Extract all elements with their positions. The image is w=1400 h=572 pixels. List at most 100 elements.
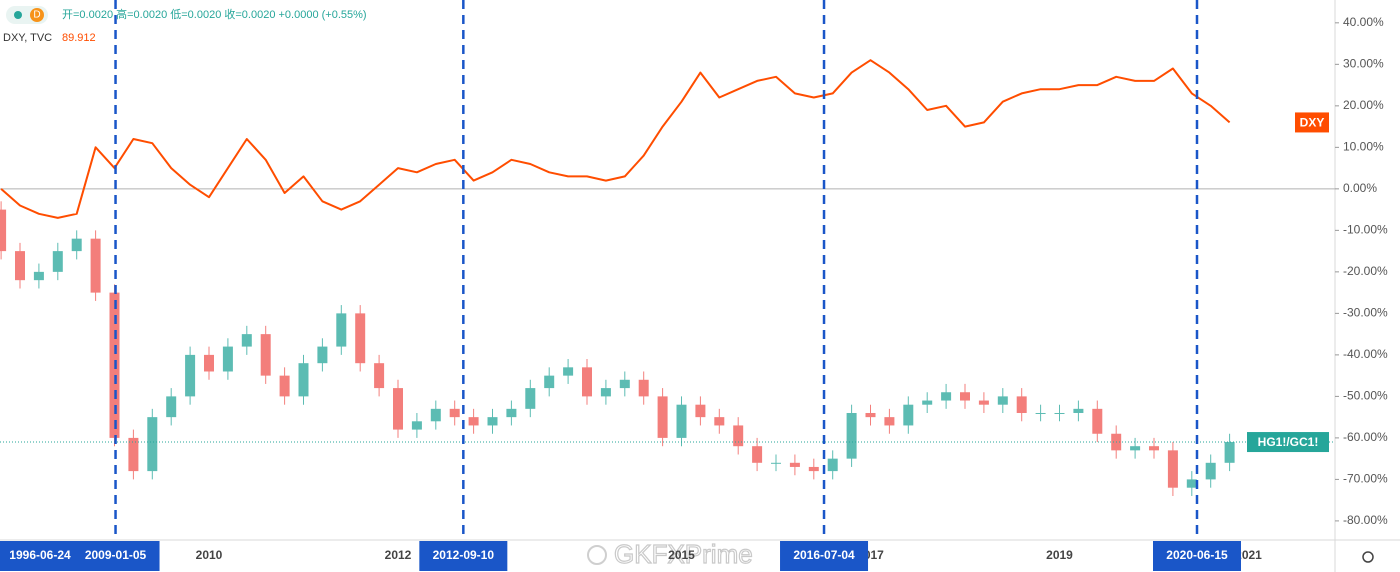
candle-body — [166, 396, 177, 418]
marker-label-box — [419, 541, 508, 571]
candle-body — [468, 417, 479, 426]
symbol-info: DXY, TVC — [3, 32, 52, 44]
y-axis: 40.00% 30.00% 20.00% 10.00% 0.00% -10.00% -20.… — [1335, 15, 1388, 527]
candle-body — [714, 417, 725, 426]
y-tick-label: 0.00% — [1343, 181, 1377, 195]
candle-body — [771, 462, 781, 464]
candle-body — [638, 379, 649, 397]
x-tick-label: 2010 — [196, 548, 223, 562]
candle-body — [185, 354, 196, 397]
settings-icon[interactable] — [1362, 551, 1374, 563]
marker-label-box — [1152, 541, 1241, 571]
candle-body — [865, 412, 876, 418]
candle-body — [978, 400, 989, 405]
candle-body — [1054, 412, 1065, 414]
candle-body — [846, 412, 857, 459]
x-tick-label: 2019 — [1046, 548, 1073, 562]
y-tick-label: -60.00% — [1343, 430, 1388, 444]
candle-body — [960, 392, 970, 401]
candle-body — [374, 363, 385, 389]
y-tick-label: -40.00% — [1343, 347, 1388, 361]
candle-body — [487, 417, 498, 426]
ohlc-text: 开=0.0020 高=0.0020 低=0.0020 收=0.0020 +0.0… — [62, 7, 367, 21]
candle-body — [1016, 396, 1027, 413]
toolbar: D 开=0.0020 高=0.0020 低=0.0020 收=0.0020 +0… — [3, 6, 367, 44]
candle-body — [1130, 446, 1141, 451]
candle-body — [1092, 408, 1103, 434]
candle-body — [393, 388, 403, 430]
candle-body — [506, 408, 517, 418]
y-tick-label: -30.00% — [1343, 306, 1388, 320]
y-tick-label: -20.00% — [1343, 264, 1388, 278]
candle-body — [1073, 408, 1084, 413]
candle-body — [411, 421, 422, 430]
candle-body — [1186, 479, 1197, 488]
candle-body — [903, 404, 914, 426]
watermark: GKFXPrime — [587, 538, 753, 569]
candle-body — [695, 404, 706, 418]
candle-body — [600, 388, 611, 397]
candle-body — [827, 458, 838, 472]
candle-body — [90, 238, 101, 293]
y-tick-label: 30.00% — [1343, 57, 1384, 71]
candle-body — [204, 354, 214, 372]
candle-body — [317, 346, 328, 364]
crosshair-label: 1996-06-24 — [9, 548, 71, 562]
candle-body — [922, 400, 933, 405]
x-tick-label: 2015 — [668, 548, 695, 562]
candle-body — [789, 462, 800, 467]
candle-body — [1167, 450, 1178, 488]
candle-body — [1224, 442, 1235, 463]
y-tick-label: 20.00% — [1343, 98, 1384, 112]
candle-body — [260, 334, 271, 376]
candle-body — [808, 466, 819, 472]
watermark-text: GKFXPrime — [614, 539, 753, 569]
series-badge — [1247, 432, 1329, 453]
candle-body — [222, 346, 233, 372]
marker-label: 2020-06-15 — [1166, 548, 1228, 562]
x-tick-label: 2021 — [1235, 548, 1262, 562]
candle-body — [997, 396, 1008, 405]
gear[interactable] — [1362, 551, 1374, 563]
y-tick-label: -80.00% — [1343, 513, 1388, 527]
y-tick-label: 10.00% — [1343, 140, 1384, 154]
marker-label-box — [71, 541, 160, 571]
crosshair-label-box — [0, 541, 80, 571]
candle-body — [657, 396, 668, 438]
y-tick-label: 40.00% — [1343, 15, 1384, 29]
candle-body — [941, 392, 952, 401]
candle-body — [241, 334, 252, 347]
legend-label: DXY — [1300, 116, 1325, 130]
candle-body — [449, 408, 460, 418]
candle-body — [52, 251, 63, 272]
legend-label: HG1!/GC1! — [1258, 435, 1319, 449]
marker-label: 2016-07-04 — [793, 548, 855, 562]
candle-body — [355, 313, 366, 364]
interval-badge — [30, 8, 44, 22]
candle-body — [884, 417, 895, 426]
status-dot — [14, 11, 22, 19]
candle-body — [298, 363, 309, 397]
marker-label: 2009-01-05 — [85, 548, 147, 562]
candle-body — [71, 238, 82, 252]
marker-label: 2012-09-10 — [433, 548, 495, 562]
candle-body — [147, 417, 158, 472]
y-tick-label: -10.00% — [1343, 223, 1388, 237]
candle-body — [15, 251, 25, 281]
x-tick-label: 2012 — [385, 548, 412, 562]
candle-body — [619, 379, 630, 389]
candle-body — [1035, 412, 1046, 414]
candle-body — [544, 375, 555, 389]
candle-body — [33, 271, 44, 281]
candle-body — [1149, 446, 1159, 451]
marker-label-box — [780, 541, 869, 571]
line-series — [0, 59, 1231, 219]
interval: D — [33, 10, 40, 21]
candle-body — [0, 209, 7, 252]
candle-body — [525, 388, 536, 409]
candle-body — [676, 404, 687, 438]
y-tick-label: -70.00% — [1343, 472, 1388, 486]
candle-body — [582, 367, 592, 397]
